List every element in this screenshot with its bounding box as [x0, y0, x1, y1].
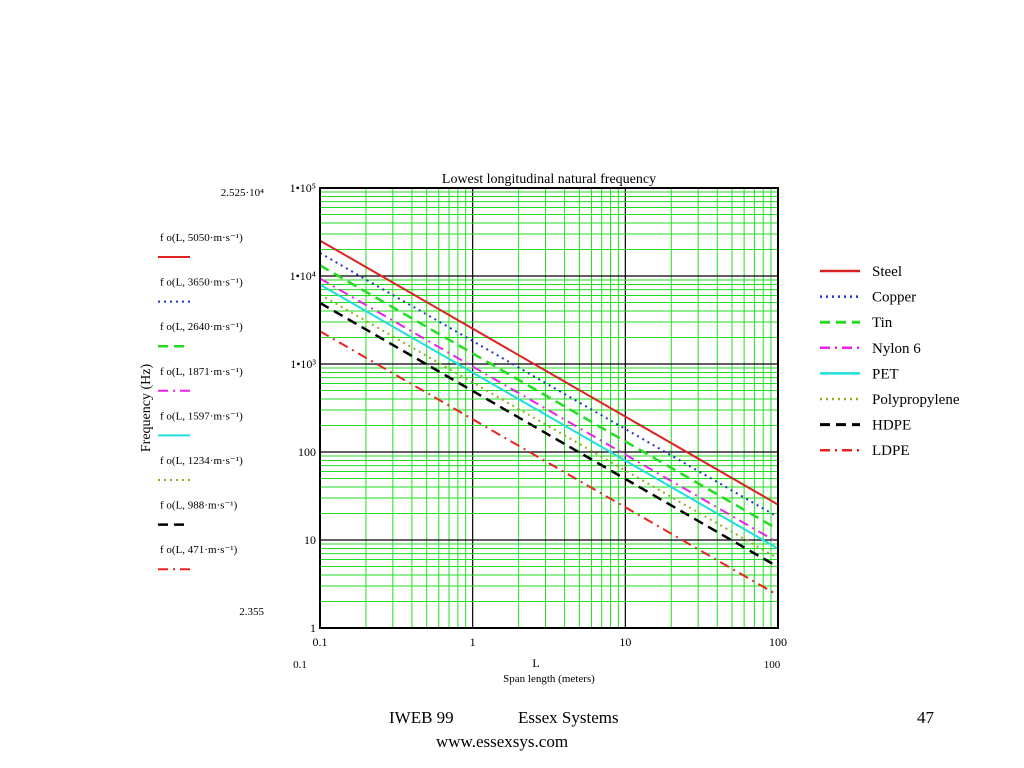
footer-url: www.essexsys.com	[436, 732, 569, 751]
series-expression: f o(L, 471·m·s⁻¹)	[160, 544, 238, 556]
y-range-top-label: 2.525·10⁴	[221, 187, 264, 199]
x-range-left-label: 0.1	[293, 659, 307, 671]
x-axis-sublabel: Span length (meters)	[503, 673, 595, 685]
footer-page: 47	[917, 708, 934, 727]
x-tick-label: 0.1	[313, 635, 328, 649]
series-expression: f o(L, 1597·m·s⁻¹)	[160, 410, 243, 422]
chart-title: Lowest longitudinal natural frequency	[442, 172, 656, 187]
series-line	[319, 293, 779, 560]
x-tick-label: 10	[619, 635, 631, 649]
series-line	[319, 301, 779, 569]
series-lines	[319, 239, 779, 597]
series-expression: f o(L, 1234·m·s⁻¹)	[160, 455, 243, 467]
x-axis-label: L	[532, 656, 539, 670]
x-tick-label: 1	[470, 635, 476, 649]
legend-entry: Tin	[872, 315, 893, 331]
series-line	[319, 264, 779, 531]
series-line	[319, 283, 779, 550]
series-line	[319, 252, 779, 518]
series-expression: f o(L, 3650·m·s⁻¹)	[160, 277, 243, 289]
x-tick-labels: 0.1 1 10 100	[313, 635, 788, 649]
y-tick-label: 1•10⁴	[290, 269, 316, 283]
series-expression: f o(L, 2640·m·s⁻¹)	[160, 321, 243, 333]
series-line	[319, 239, 779, 506]
y-tick-label: 1•10³	[290, 357, 316, 371]
y-tick-label: 100	[298, 445, 316, 459]
footer-center: Essex Systems	[518, 708, 619, 727]
legend-entry: Steel	[872, 264, 902, 280]
legend-entry: Polypropylene	[872, 392, 960, 408]
grid	[319, 188, 778, 629]
y-tick-labels: 1 10 100 1•10³ 1•10⁴ 1•10⁵	[290, 181, 317, 635]
legend-entry: HDPE	[872, 418, 911, 434]
series-expression: f o(L, 5050·m·s⁻¹)	[160, 232, 243, 244]
legend-entry: PET	[872, 366, 899, 382]
legend-entry: Copper	[872, 290, 916, 306]
footer-left: IWEB 99	[389, 708, 454, 727]
plot-frame	[319, 187, 779, 629]
series-expressions: f o(L, 5050·m·s⁻¹) f o(L, 3650·m·s⁻¹) f o(…	[158, 232, 243, 571]
series-line	[319, 277, 779, 544]
y-tick-label: 10	[304, 533, 316, 547]
legend-entry: Nylon 6	[872, 341, 921, 357]
y-tick-label: 1•10⁵	[290, 181, 316, 195]
legend-entry: LDPE	[872, 443, 910, 459]
x-tick-label: 100	[769, 635, 787, 649]
series-expression: f o(L, 988·m·s⁻¹)	[160, 500, 238, 512]
series-line	[319, 330, 779, 597]
x-range-right-label: 100	[764, 659, 781, 671]
y-tick-label: 1	[310, 621, 316, 635]
y-axis-label: Frequency (Hz)	[139, 364, 154, 453]
series-expression: f o(L, 1871·m·s⁻¹)	[160, 366, 243, 378]
y-range-bottom-label: 2.355	[239, 606, 264, 618]
legend: Steel Copper Tin Nylon 6 PET Polypropylene HDP…	[820, 264, 960, 459]
